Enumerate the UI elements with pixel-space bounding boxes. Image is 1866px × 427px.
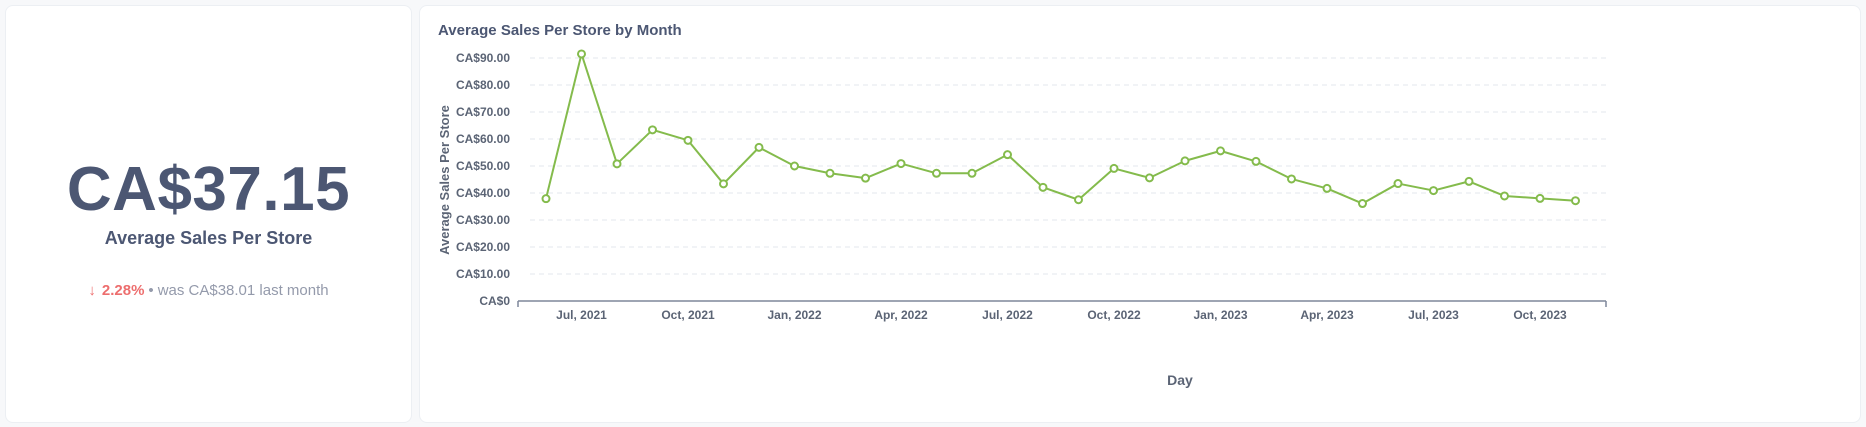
y-tick-label: CA$50.00 [456,159,510,173]
arrow-down-icon: ↓ [88,282,96,299]
x-tick-label: Oct, 2023 [1513,308,1567,322]
previous-value: was CA$38.01 [157,282,256,299]
data-point[interactable] [612,159,622,169]
data-point[interactable] [861,173,870,183]
data-point[interactable] [1571,196,1580,206]
x-tick-label: Oct, 2022 [1087,308,1141,322]
chart-title[interactable]: Average Sales Per Store by Month [438,22,682,39]
data-point[interactable] [1251,156,1261,166]
x-tick-label: Apr, 2022 [874,308,928,322]
data-point[interactable] [1074,195,1083,205]
x-tick-label: Jul, 2022 [982,308,1033,322]
data-point[interactable] [1180,156,1190,166]
x-tick-label: Jan, 2022 [767,308,821,322]
kpi-card[interactable]: CA$37.15 Average Sales Per Store ↓ 2.28% •… [5,5,412,423]
data-point[interactable] [1145,173,1154,183]
y-tick-label: CA$70.00 [456,105,510,119]
data-point[interactable] [1464,176,1474,186]
data-point[interactable] [1003,150,1012,160]
data-point[interactable] [1038,182,1048,192]
data-point[interactable] [719,179,728,189]
change-percent: 2.28% [101,282,145,299]
data-point[interactable] [541,194,551,204]
data-point[interactable] [683,135,693,145]
kpi-comparison: ↓ 2.28% • was CA$38.01 last month [6,282,411,299]
y-tick-label: CA$0 [479,294,510,308]
x-tick-label: Jan, 2023 [1193,308,1247,322]
x-tick-label: Jul, 2023 [1408,308,1459,322]
y-tick-label: CA$80.00 [456,78,510,92]
data-point[interactable] [1535,193,1545,203]
data-point[interactable] [577,49,586,59]
y-tick-label: CA$40.00 [456,186,510,200]
data-point[interactable] [1358,199,1367,209]
data-point[interactable] [1109,163,1119,173]
x-axis-title: Day [1167,372,1193,388]
kpi-label: Average Sales Per Store [104,228,313,248]
data-point[interactable] [790,161,799,171]
separator-dot: • [148,282,154,299]
y-tick-label: CA$30.00 [456,213,510,227]
y-axis-title: Average Sales Per Store [437,105,452,255]
data-point[interactable] [1216,146,1225,156]
x-tick-label: Jul, 2021 [556,308,607,322]
data-point[interactable] [1322,183,1332,193]
data-point[interactable] [1287,174,1296,184]
data-point[interactable] [1429,186,1438,196]
data-point[interactable] [754,142,764,152]
y-tick-label: CA$60.00 [456,132,510,146]
data-point[interactable] [932,168,941,178]
data-point[interactable] [1393,179,1403,189]
series-line [545,52,1576,205]
y-tick-label: CA$20.00 [456,240,510,254]
data-point[interactable] [648,125,657,135]
line-chart: CA$0 CA$10.00 CA$20.00 CA$30.00 CA$40.00 CA$5… [437,49,1607,388]
data-point[interactable] [1500,191,1509,201]
data-point[interactable] [825,168,835,178]
data-point[interactable] [896,159,906,169]
comparison-period: last month [259,282,329,299]
chart-card[interactable]: Average Sales Per Store by Month CA$0 CA$… [419,5,1861,423]
x-tick-label: Apr, 2023 [1300,308,1354,322]
y-tick-label: CA$10.00 [456,267,510,281]
x-tick-label: Oct, 2021 [661,308,715,322]
y-tick-label: CA$90.00 [456,51,510,65]
kpi-value: CA$37.15 [66,155,351,224]
data-point[interactable] [967,168,977,178]
